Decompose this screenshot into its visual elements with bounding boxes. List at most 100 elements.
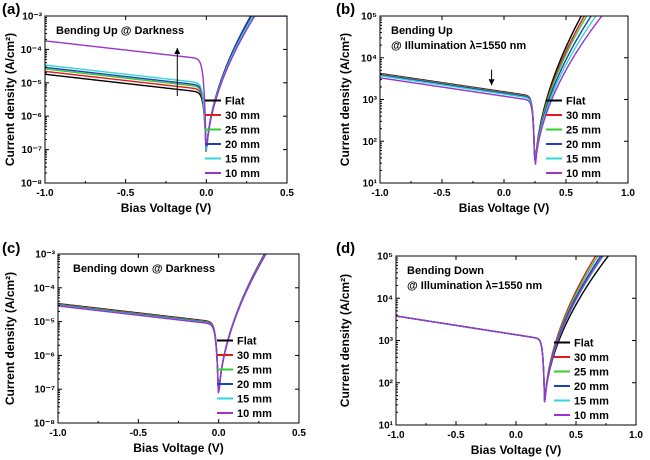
y-tick-label: 10⁻⁷ [34,385,55,396]
legend-label: 10 mm [225,168,260,180]
legend-label: 30 mm [566,110,601,122]
y-tick-label: 10⁻⁷ [21,145,42,156]
series-line-10-mm [58,254,267,394]
series-line-10-mm [45,16,287,147]
y-tick-label: 10⁴ [361,53,377,64]
panel-label: (c) [2,240,20,257]
annotation-text: Bending Up @ Darkness [56,25,184,37]
y-tick-label: 10³ [363,95,378,106]
y-tick-label: 10⁻⁴ [21,45,42,56]
x-tick-label: 0.0 [212,428,226,439]
y-tick-label: 10⁵ [361,12,377,23]
legend-label: 25 mm [225,125,260,137]
y-tick-label: 10⁻⁵ [34,317,55,328]
series-line-10-mm [380,16,603,165]
x-tick-label: 0.0 [199,188,213,199]
panel-label: (b) [336,1,355,18]
legend-label: 10 mm [566,168,601,180]
x-tick-label: 0.0 [497,188,511,199]
y-axis-title: Current density (A/cm²) [338,274,352,407]
legend: Flat 30 mm 25 mm 20 mm 15 mm 10 mm [205,96,260,180]
legend-label: 20 mm [225,139,260,151]
x-tick-label: -1.0 [387,430,405,441]
legend: Flat 30 mm 25 mm 20 mm 15 mm 10 mm [217,336,272,420]
panel-label: (d) [336,240,355,257]
legend-label: 25 mm [237,365,272,377]
y-tick-label: 10⁻³ [35,250,55,261]
x-tick-label: -0.5 [117,188,135,199]
legend-label: Flat [574,338,594,350]
legend: Flat 30 mm 25 mm 20 mm 15 mm 10 mm [546,96,601,180]
x-tick-label: 0.5 [569,430,583,441]
panel-d: -1.0 -0.5 0.0 0.5 1.0 10¹ 10² 10³ 10⁴ 10⁵ Bias Vol… [336,240,643,457]
y-tick-label: 10⁻³ [22,12,42,23]
x-tick-label: -0.5 [130,428,148,439]
legend-label: 15 mm [225,154,260,166]
y-tick-label: 10⁻⁴ [34,283,55,294]
x-tick-label: 1.0 [621,188,635,199]
series-line-10-mm [396,256,604,403]
series-line-15-mm [380,16,597,165]
y-tick-label: 10⁻⁸ [34,419,55,430]
x-tick-label: -1.0 [36,188,54,199]
y-axis-title: Current density (A/cm²) [338,33,352,166]
x-tick-label: 1.0 [629,430,643,441]
series-group [58,254,267,394]
y-tick-label: 10² [379,378,394,389]
legend: Flat 30 mm 25 mm 20 mm 15 mm 10 mm [554,338,609,422]
y-tick-label: 10² [363,137,378,148]
legend-label: 10 mm [237,408,272,420]
y-tick-label: 10⁻⁵ [21,78,42,89]
trend-arrow [488,69,495,86]
series-line-20-mm [380,16,592,164]
legend-label: 15 mm [574,396,609,408]
legend-label: 15 mm [237,394,272,406]
panel-c: -1.0 -0.5 0.0 0.5 10⁻⁸ 10⁻⁷ 10⁻⁶ 10⁻⁵ 10⁻⁴ 10⁻³ Bi… [2,240,306,455]
legend-label: Flat [566,96,586,108]
annotation-text: Bending down @ Darkness [73,263,215,275]
y-axis-title: Current density (A/cm²) [3,272,17,405]
x-tick-label: -0.5 [447,430,465,441]
x-tick-label: -1.0 [49,428,67,439]
legend-label: 25 mm [574,367,609,379]
y-tick-label: 10⁻⁸ [21,179,42,190]
x-tick-label: -0.5 [433,188,451,199]
series-line-20-mm [45,16,253,151]
x-tick-label: 0.5 [280,188,294,199]
legend-label: Flat [225,96,245,108]
x-axis-title: Bias Voltage (V) [471,443,561,457]
legend-label: 20 mm [566,139,601,151]
y-tick-label: 10⁵ [377,252,393,263]
y-tick-label: 10⁴ [377,294,393,305]
x-axis-title: Bias Voltage (V) [459,201,549,215]
panel-a: -1.0 -0.5 0.0 0.5 10⁻⁸ 10⁻⁷ 10⁻⁶ 10⁻⁵ 10⁻⁴ 10⁻³ Bi… [2,1,294,215]
annotation-text: Bending Up [391,25,453,37]
x-tick-label: 0.0 [509,430,523,441]
trend-arrow [174,48,181,97]
y-tick-label: 10⁻⁶ [34,351,55,362]
y-tick-label: 10⁻⁶ [21,112,42,123]
panel-b: -1.0 -0.5 0.0 0.5 1.0 10¹ 10² 10³ 10⁴ 10⁵ Bias Vol… [336,1,635,215]
y-tick-label: 10³ [379,336,394,347]
annotation-text: Bending Down [407,265,484,277]
legend-label: 20 mm [574,381,609,393]
x-axis-title: Bias Voltage (V) [133,441,223,455]
series-group [45,16,287,152]
legend-label: 20 mm [237,379,272,391]
y-axis-title: Current density (A/cm²) [3,33,17,166]
series-line-15-mm [45,16,254,151]
annotation-text: @ Illumination λ=1550 nm [407,280,542,292]
legend-label: Flat [237,336,257,348]
legend-label: 25 mm [566,125,601,137]
x-tick-label: 0.5 [292,428,306,439]
legend-label: 30 mm [237,350,272,362]
legend-label: 30 mm [574,352,609,364]
legend-label: 30 mm [225,110,260,122]
series-group [396,256,610,403]
y-tick-label: 10¹ [363,179,378,190]
legend-label: 10 mm [574,410,609,422]
annotation-text: @ Illumination λ=1550 nm [391,40,526,52]
x-tick-label: -1.0 [371,188,389,199]
x-axis-title: Bias Voltage (V) [121,201,211,215]
